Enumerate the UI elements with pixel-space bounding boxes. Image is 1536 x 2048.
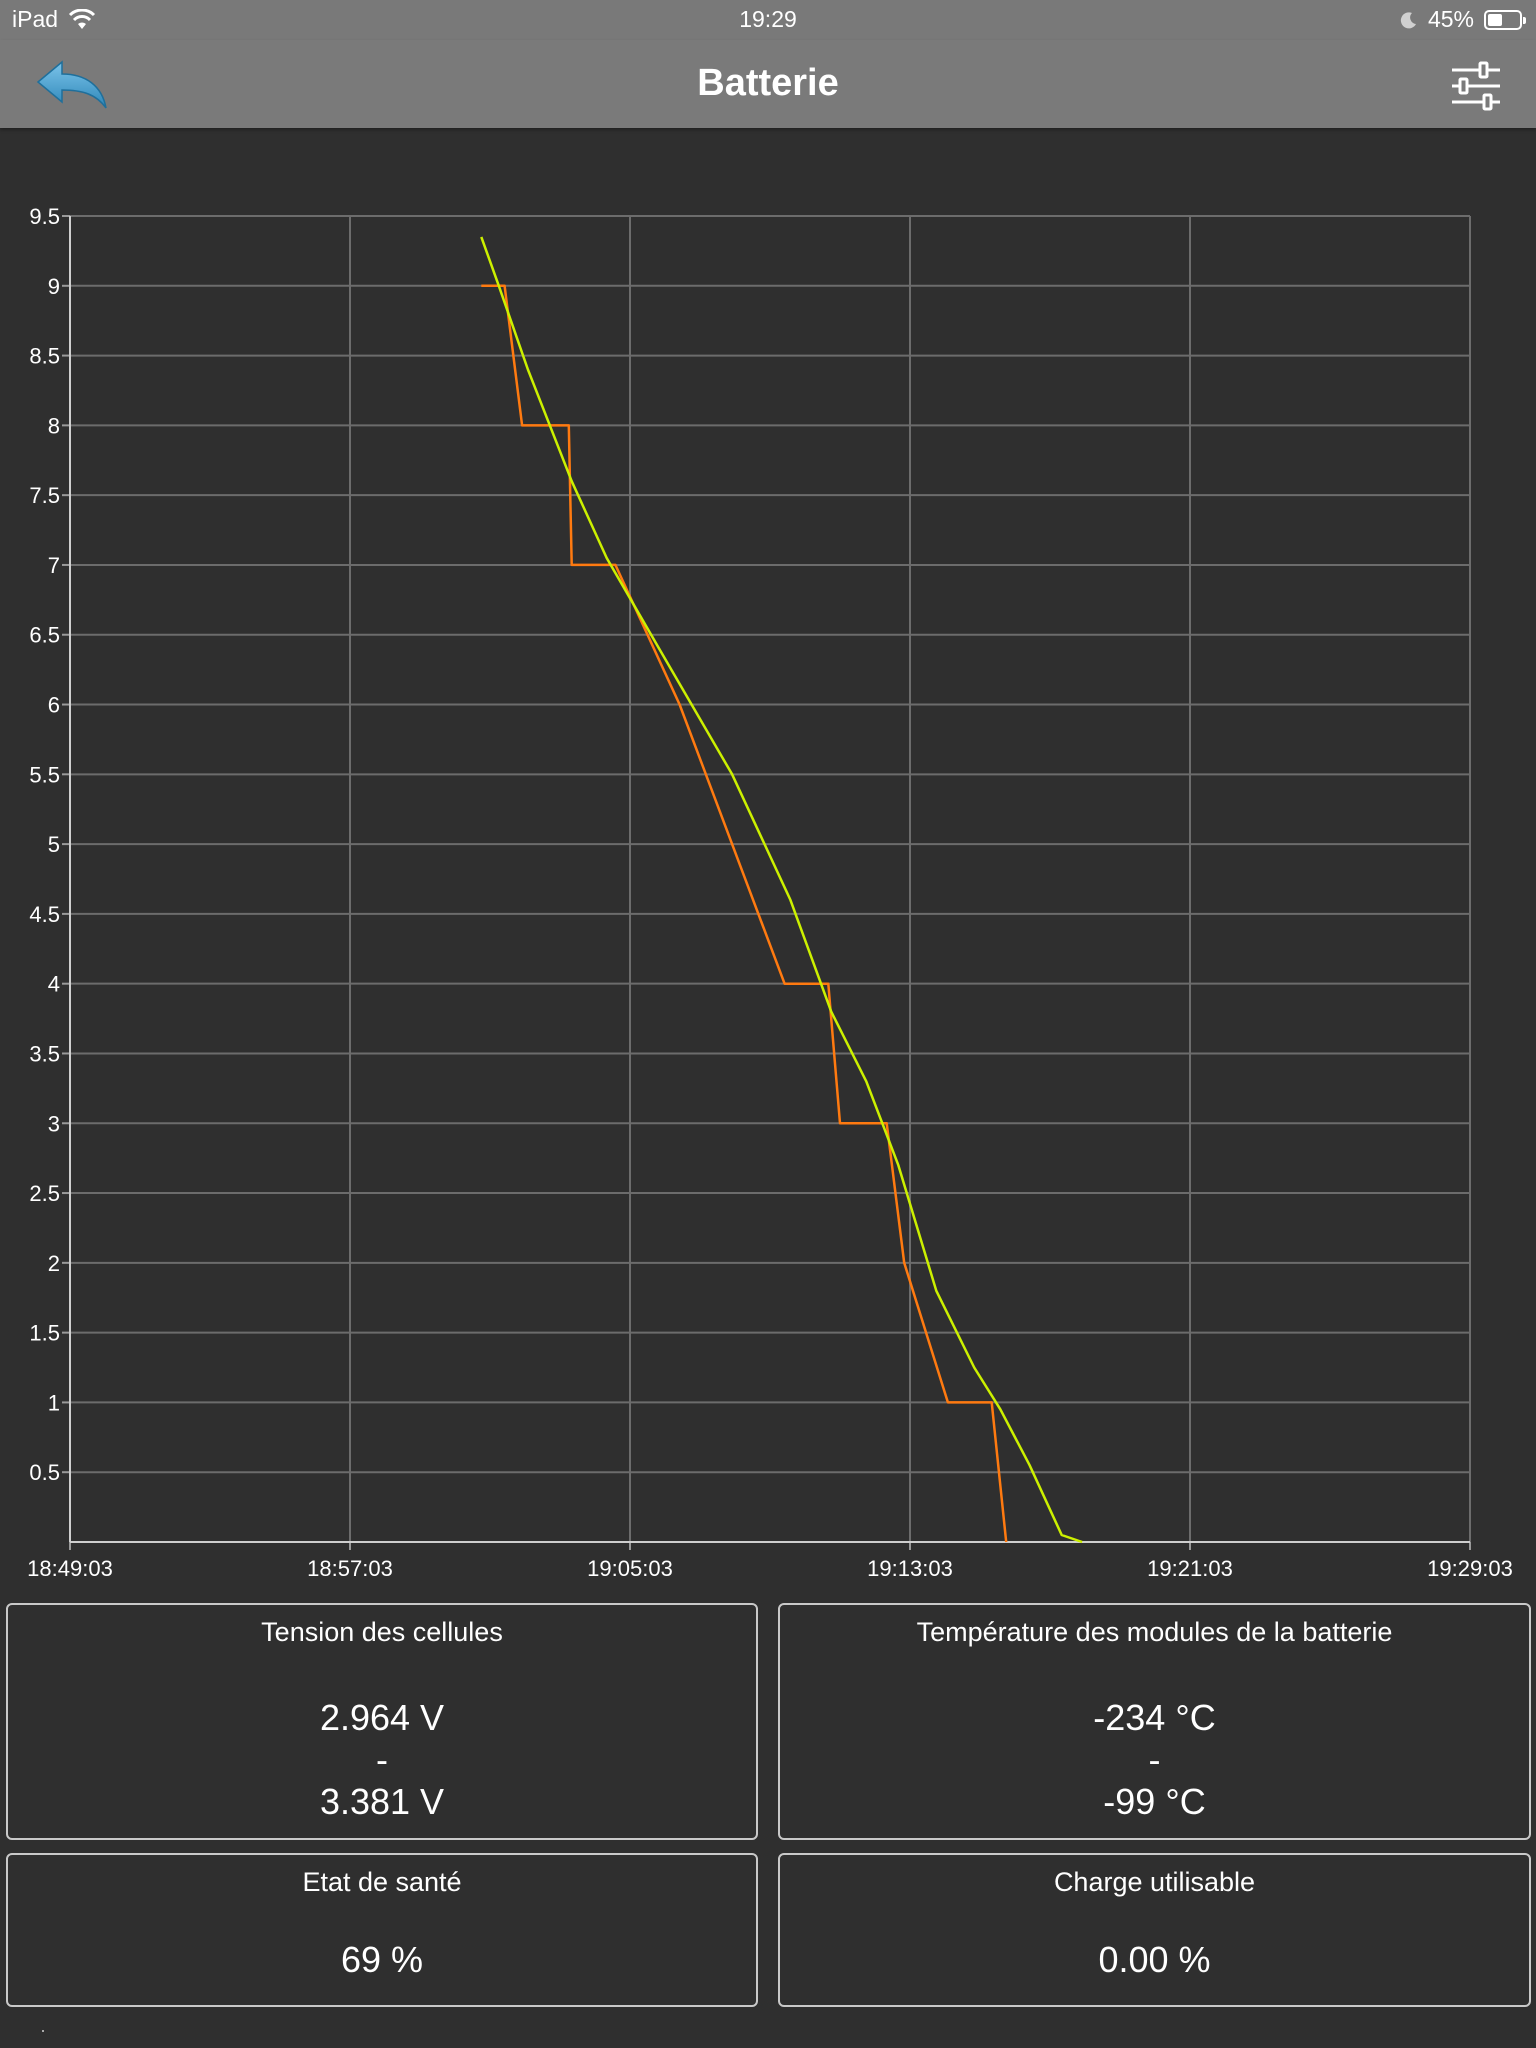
x-tick-label: 19:29:03 — [1427, 1556, 1513, 1581]
y-tick-label: 2 — [48, 1251, 60, 1276]
health-title: Etat de santé — [302, 1867, 462, 1897]
module-temperature-card: Température des modules de la batterie -… — [778, 1603, 1531, 1840]
status-bar: iPad 19:29 45% — [0, 0, 1536, 40]
health-card: Etat de santé 69 % — [6, 1853, 758, 2007]
module-temperature-title: Température des modules de la batterie — [916, 1617, 1393, 1647]
battery-chart: 9.598.587.576.565.554.543.532.521.510.5 … — [27, 204, 1513, 1581]
x-tick-label: 19:21:03 — [1147, 1556, 1233, 1581]
sliders-icon — [1452, 61, 1500, 111]
moon-icon — [1400, 11, 1416, 28]
status-right: 45% — [1400, 6, 1526, 33]
x-tick-label: 19:05:03 — [587, 1556, 673, 1581]
y-tick-label: 8.5 — [29, 344, 60, 369]
y-tick-label: 1 — [48, 1390, 60, 1415]
device-name: iPad — [12, 6, 59, 32]
page-title: Batterie — [697, 62, 839, 104]
status-time: 19:29 — [739, 6, 797, 32]
back-arrow-icon — [36, 60, 107, 109]
module-temperature-max: -99 °C — [1103, 1781, 1206, 1822]
y-tick-label: 5.5 — [29, 762, 60, 787]
x-tick-label: 19:13:03 — [867, 1556, 953, 1581]
wifi-icon — [68, 8, 96, 29]
health-value: 69 % — [340, 1939, 424, 1980]
cell-voltage-max: 3.381 V — [319, 1781, 445, 1822]
cell-voltage-min: 2.964 V — [319, 1697, 445, 1738]
page-dot — [42, 2030, 44, 2032]
battery-percent: 45% — [1427, 6, 1474, 32]
battery-icon — [1484, 9, 1526, 30]
y-tick-label: 9 — [48, 274, 60, 299]
y-tick-label: 8 — [48, 413, 60, 438]
y-tick-label: 5 — [48, 832, 60, 857]
series-line-0 — [481, 284, 1008, 1543]
y-tick-label: 6.5 — [29, 623, 60, 648]
navigation-bar: Batterie — [0, 40, 1536, 128]
y-tick-label: 4 — [48, 972, 60, 997]
usable-charge-value: 0.00 % — [1098, 1939, 1211, 1980]
y-tick-label: 7 — [48, 553, 60, 578]
module-temperature-separator: - — [1148, 1739, 1161, 1780]
y-tick-label: 6 — [48, 693, 60, 718]
back-button[interactable] — [34, 58, 114, 114]
y-tick-label: 7.5 — [29, 483, 60, 508]
cell-voltage-separator: - — [376, 1739, 388, 1780]
series-line-1 — [480, 236, 1083, 1544]
usable-charge-card: Charge utilisable 0.00 % — [778, 1853, 1531, 2007]
y-tick-label: 2.5 — [29, 1181, 60, 1206]
settings-button[interactable] — [1446, 60, 1506, 112]
y-tick-label: 9.5 — [29, 204, 60, 229]
cell-voltage-title: Tension des cellules — [261, 1617, 503, 1647]
module-temperature-min: -234 °C — [1093, 1697, 1216, 1738]
y-tick-label: 0.5 — [29, 1460, 60, 1485]
x-tick-label: 18:57:03 — [307, 1556, 393, 1581]
x-tick-label: 18:49:03 — [27, 1556, 113, 1581]
y-tick-label: 1.5 — [29, 1321, 60, 1346]
y-tick-label: 3.5 — [29, 1041, 60, 1066]
usable-charge-title: Charge utilisable — [1053, 1867, 1256, 1897]
y-tick-label: 4.5 — [29, 902, 60, 927]
cell-voltage-card: Tension des cellules 2.964 V - 3.381 V — [6, 1603, 758, 1840]
y-tick-label: 3 — [48, 1111, 60, 1136]
status-left: iPad — [12, 6, 96, 33]
